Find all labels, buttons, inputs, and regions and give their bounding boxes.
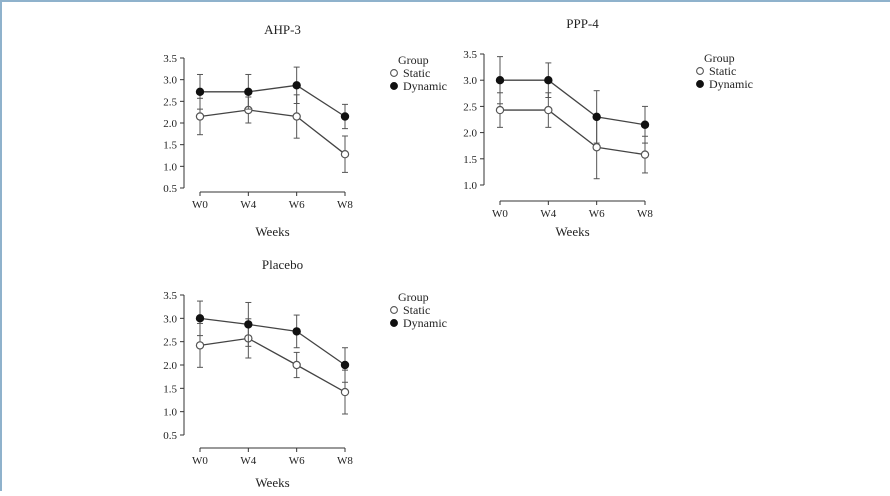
legend-marker-dynamic	[696, 80, 704, 88]
chart-panel-ahp3: AHP-3 0.5 1.0 1.5 2.0 2.5 3.0 3.5 W0 W4 W6 W8 Weeks G…	[150, 20, 480, 255]
legend-title: Group	[398, 290, 429, 304]
x-axis-title: Weeks	[255, 224, 289, 239]
series-line-static	[199, 109, 346, 155]
y-tick-label: 2.0	[163, 118, 177, 130]
y-tick-label: 1.0	[163, 161, 177, 173]
legend-marker-static	[696, 67, 704, 75]
y-tick-label: 0.5	[163, 183, 177, 195]
series-line-dynamic	[199, 317, 346, 366]
y-tick-label: 1.5	[163, 140, 177, 152]
x-tick-label: W6	[589, 208, 605, 220]
x-tick-label: W8	[337, 455, 353, 467]
data-point-static	[292, 112, 301, 121]
y-tick-label: 1.0	[163, 407, 177, 419]
chart-svg-ppp4: PPP-4 1.0 1.5 2.0 2.5 3.0 3.5 W0 W4 W6 W8 Weeks Grou…	[463, 16, 753, 239]
x-tick-label: W0	[492, 208, 508, 220]
legend-label-dynamic: Dynamic	[709, 77, 753, 91]
series-line-static	[199, 337, 346, 393]
legend-marker-static	[390, 306, 398, 314]
data-point-dynamic	[244, 87, 253, 97]
y-tick-label: 3.0	[163, 75, 177, 87]
chart-title-placebo: Placebo	[262, 257, 303, 272]
x-axis-title: Weeks	[255, 475, 289, 490]
x-tick-label: W6	[289, 199, 305, 211]
data-point-static	[592, 143, 601, 152]
data-point-static	[195, 112, 205, 121]
x-tick-label: W8	[337, 199, 353, 211]
data-point-dynamic	[544, 75, 553, 85]
data-point-static	[640, 150, 650, 159]
y-tick-label: 2.0	[163, 360, 177, 372]
y-tick-label: 2.5	[463, 101, 477, 113]
chart-panel-placebo: Placebo 0.5 1.0 1.5 2.0 2.5 3.0 3.5 W0 W4 W6 W8 Week…	[150, 255, 480, 496]
data-point-dynamic	[195, 314, 205, 323]
x-tick-label: W4	[540, 208, 556, 220]
y-tick-label: 0.5	[163, 430, 177, 442]
y-tick-label: 3.5	[163, 53, 177, 65]
y-tick-label: 2.0	[463, 128, 477, 140]
legend-label-dynamic: Dynamic	[403, 79, 447, 93]
chart-svg-ahp3: AHP-3 0.5 1.0 1.5 2.0 2.5 3.0 3.5 W0 W4 W6 W8 Weeks G…	[163, 22, 447, 239]
legend-title: Group	[704, 51, 735, 65]
data-point-dynamic	[592, 112, 601, 122]
data-point-dynamic	[495, 75, 505, 85]
legend-label-dynamic: Dynamic	[403, 316, 447, 330]
data-point-dynamic	[340, 360, 350, 370]
y-tick-label: 1.5	[163, 383, 177, 395]
data-point-static	[340, 149, 350, 159]
legend-label-static: Static	[709, 64, 736, 78]
y-tick-label: 3.0	[463, 75, 477, 87]
y-tick-label: 3.5	[163, 290, 177, 302]
x-tick-label: W8	[637, 208, 653, 220]
data-point-dynamic	[292, 327, 301, 336]
y-tick-label: 1.5	[463, 154, 477, 166]
y-tick-label: 1.0	[463, 180, 477, 192]
data-point-static	[195, 341, 205, 350]
y-tick-label: 3.0	[163, 313, 177, 325]
series-line-static	[500, 109, 646, 156]
legend-label-static: Static	[403, 303, 430, 317]
data-point-static	[292, 360, 301, 370]
legend-marker-static	[390, 69, 398, 77]
chart-panel-ppp4: PPP-4 1.0 1.5 2.0 2.5 3.0 3.5 W0 W4 W6 W8 Weeks Grou…	[450, 14, 790, 259]
chart-svg-placebo: Placebo 0.5 1.0 1.5 2.0 2.5 3.0 3.5 W0 W4 W6 W8 Week…	[163, 257, 447, 490]
data-point-dynamic	[195, 87, 205, 97]
data-point-static	[340, 387, 350, 397]
x-tick-label: W6	[289, 455, 305, 467]
chart-title-ppp-4: PPP-4	[566, 16, 599, 31]
legend-marker-dynamic	[390, 319, 398, 327]
x-tick-label: W4	[240, 199, 256, 211]
legend-marker-dynamic	[390, 82, 398, 90]
series-line-dynamic	[200, 84, 346, 118]
y-tick-label: 2.5	[163, 96, 177, 108]
y-tick-label: 3.5	[463, 49, 477, 61]
chart-title-ahp-3: AHP-3	[264, 22, 301, 37]
series-line-dynamic	[500, 79, 646, 126]
y-tick-label: 2.5	[163, 337, 177, 349]
x-axis-title: Weeks	[555, 224, 589, 239]
legend-label-static: Static	[403, 66, 430, 80]
data-point-dynamic	[640, 120, 650, 129]
x-tick-label: W4	[240, 455, 256, 467]
data-point-dynamic	[244, 320, 253, 329]
x-tick-label: W0	[192, 199, 208, 211]
legend-title: Group	[398, 53, 429, 67]
data-point-static	[544, 105, 553, 115]
x-tick-label: W0	[192, 455, 208, 467]
data-point-dynamic	[340, 112, 350, 121]
data-point-static	[495, 105, 505, 115]
data-point-dynamic	[292, 81, 301, 90]
